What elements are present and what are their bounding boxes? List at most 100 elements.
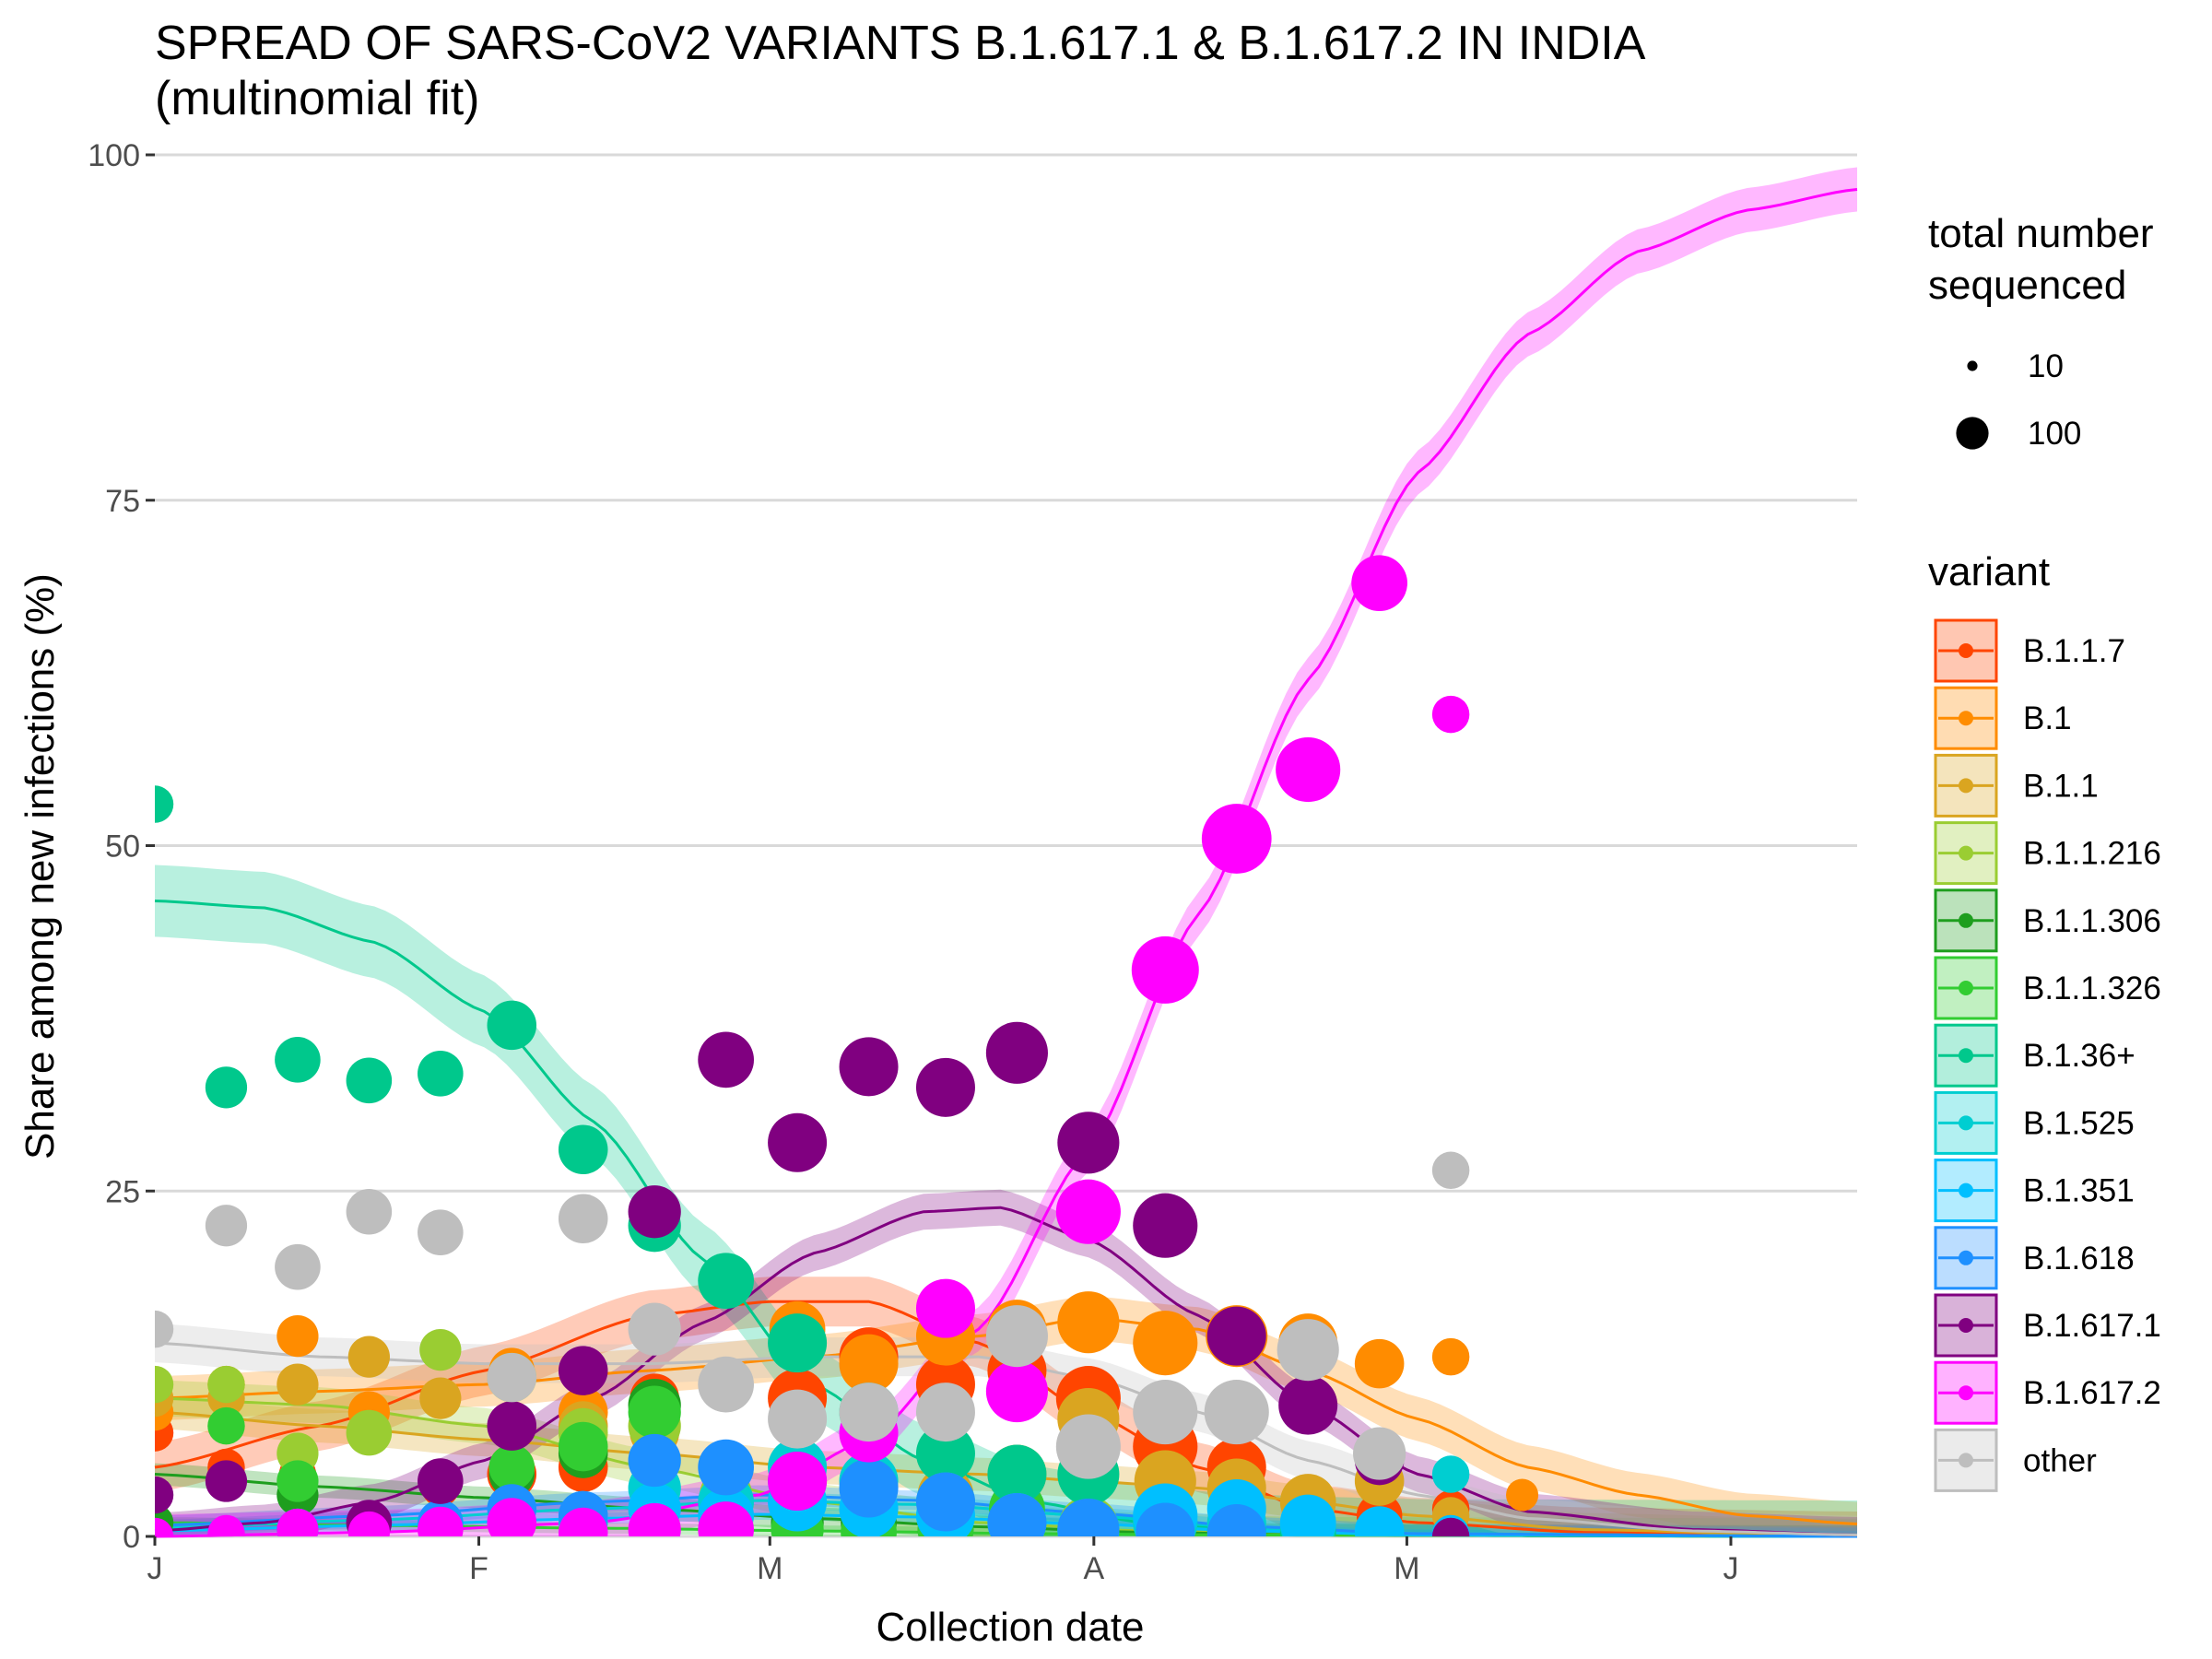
legend-item-b-1-36: B.1.36+ (1934, 1023, 2136, 1088)
point-b-1-618 (628, 1433, 681, 1488)
point-b-1-617-2 (985, 1360, 1048, 1423)
point-b-1-36 (915, 1424, 975, 1484)
point-b-1-617-2 (155, 1517, 174, 1536)
point-b-1-525 (1431, 1455, 1470, 1493)
x-tick-label: A (1083, 1551, 1104, 1586)
point-other (1277, 1319, 1339, 1382)
legend-label: B.1.1.7 (2023, 633, 2125, 669)
size-legend-title-line-1: total number (1928, 211, 2154, 256)
point-other (155, 1310, 174, 1348)
size-legend: total number sequenced 10 100 (1928, 211, 2154, 452)
point-b-1-1-326 (558, 1421, 608, 1472)
point-b-1-618 (698, 1439, 754, 1496)
point-b-1 (1133, 1311, 1198, 1376)
point-b-1-1 (347, 1335, 390, 1378)
point-b-1-618 (987, 1493, 1047, 1536)
point-b-1-617-2 (1055, 1179, 1121, 1244)
legend-label: B.1.1 (2023, 768, 2099, 804)
point-b-1-1-216 (346, 1409, 393, 1456)
point-b-1-617-1 (155, 1476, 174, 1514)
point-b-1-617-1 (1206, 1306, 1266, 1366)
point-b-1-617-2 (1201, 804, 1272, 874)
point-other (915, 1382, 975, 1442)
point-b-1-617-1 (628, 1185, 681, 1239)
point-b-1-617-1 (839, 1037, 899, 1097)
y-axis-title: Share among new infections (%) (18, 573, 63, 1159)
legend-item-other: other (1934, 1428, 2097, 1492)
point-other (698, 1356, 754, 1413)
point-b-1-1-326 (628, 1385, 681, 1439)
point-b-1-618 (1135, 1502, 1195, 1536)
point-b-1-617-2 (558, 1507, 608, 1536)
data-points (155, 555, 1539, 1536)
point-b-1 (1506, 1478, 1539, 1512)
legend-label: B.1.617.2 (2023, 1375, 2161, 1411)
point-b-1-617-1 (1278, 1375, 1338, 1435)
point-b-1-1-216 (207, 1365, 245, 1404)
legend-item-b-1-1: B.1.1 (1934, 753, 2099, 818)
point-b-1-617-2 (628, 1502, 681, 1536)
legend-label: B.1.1.326 (2023, 971, 2161, 1006)
point-b-1-617-1 (768, 1112, 828, 1172)
legend-dot (1959, 711, 1973, 726)
axes: 0 25 50 75 100 J F M A M J (88, 138, 1738, 1586)
point-other (418, 1209, 464, 1256)
x-tick-label: M (1394, 1551, 1419, 1586)
point-b-1 (276, 1315, 319, 1358)
point-b-1-618 (839, 1458, 899, 1518)
legend-label: B.1.617.1 (2023, 1308, 2161, 1344)
size-legend-label: 10 (2028, 348, 2064, 384)
point-b-1-617-2 (915, 1278, 975, 1338)
chart-subtitle: (multinomial fit) (155, 72, 480, 125)
legend-dot (1959, 1048, 1973, 1064)
point-b-1-617-2 (1351, 555, 1408, 612)
x-tick-label: J (147, 1551, 163, 1586)
point-other (487, 1352, 537, 1403)
point-other (1353, 1427, 1406, 1480)
point-b-1-617-1 (1431, 1517, 1470, 1536)
legend-dot (1959, 1115, 1973, 1131)
y-tick-label: 50 (105, 830, 140, 865)
point-b-1-36 (768, 1313, 828, 1373)
point-b-1 (1431, 1337, 1470, 1376)
point-b-1-36 (205, 1066, 248, 1109)
x-tick-label: F (469, 1551, 488, 1586)
point-b-1-617-1 (1133, 1193, 1198, 1258)
legend-dot (1959, 778, 1973, 794)
point-b-1-1-326 (207, 1406, 245, 1445)
legend-item-b-1-1-7: B.1.1.7 (1934, 618, 2125, 683)
legend-item-b-1-1-326: B.1.1.326 (1934, 956, 2161, 1020)
legend-dot (1959, 912, 1973, 928)
y-tick-label: 100 (88, 138, 140, 173)
legend-item-b-1-617-2: B.1.617.2 (1934, 1360, 2161, 1425)
legend-item-b-1-1-306: B.1.1.306 (1934, 888, 2161, 953)
size-legend-title-line-2: sequenced (1928, 263, 2126, 308)
size-legend-label: 100 (2028, 416, 2081, 452)
point-b-1-617-2 (276, 1508, 319, 1536)
legend-label: B.1 (2023, 700, 2072, 736)
legend-label: B.1.525 (2023, 1105, 2135, 1141)
x-tick-label: M (757, 1551, 782, 1586)
x-axis-title: Collection date (876, 1605, 1144, 1650)
point-other (558, 1194, 608, 1244)
legend-item-b-1-351: B.1.351 (1934, 1159, 2135, 1223)
legend-dot (1959, 1182, 1973, 1198)
point-b-1-36 (487, 1000, 537, 1051)
point-b-1-617-2 (1131, 935, 1199, 1004)
legend-label: B.1.1.306 (2023, 903, 2161, 939)
point-b-1-1 (276, 1363, 319, 1406)
point-b-1-1-216 (419, 1329, 462, 1371)
legend-label: B.1.36+ (2023, 1038, 2136, 1074)
legend-item-b-1-525: B.1.525 (1934, 1090, 2135, 1155)
point-other (1204, 1380, 1269, 1445)
legend-item-b-1-617-1: B.1.617.1 (1934, 1293, 2161, 1358)
y-tick-label: 75 (105, 484, 140, 519)
point-b-1-1-326 (276, 1460, 319, 1502)
color-legend-title: variant (1928, 549, 2050, 594)
point-b-1-617-1 (915, 1057, 975, 1117)
legend-item-b-1: B.1 (1934, 686, 2072, 750)
point-b-1-617-1 (1057, 1112, 1120, 1174)
color-legend: B.1.1.7 B.1 B.1.1 B.1.1.216 B.1.1.306 B.1.1.3… (1934, 618, 2161, 1492)
point-b-1-36 (558, 1124, 608, 1175)
point-b-1-617-2 (768, 1452, 828, 1512)
